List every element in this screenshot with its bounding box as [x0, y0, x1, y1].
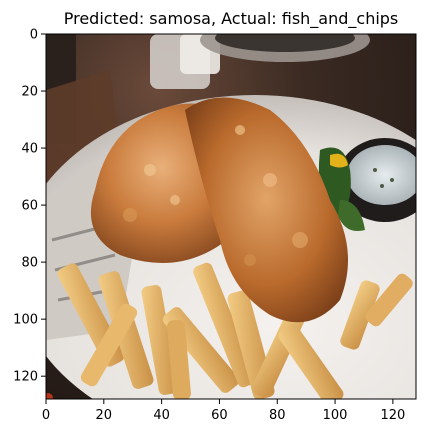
- figure-title: Predicted: samosa, Actual: fish_and_chip…: [64, 9, 399, 29]
- x-tick-label: 40: [153, 408, 170, 423]
- y-tick-label: 20: [21, 85, 38, 100]
- y-tick-label: 80: [21, 256, 38, 271]
- y-tick-label: 100: [13, 313, 38, 328]
- y-axis-ticks: 0 20 40 60 80 100 120: [13, 28, 46, 385]
- x-tick-label: 20: [96, 408, 113, 423]
- food-photo: [15, 18, 425, 435]
- x-tick-label: 100: [323, 408, 348, 423]
- y-tick-label: 40: [21, 142, 38, 157]
- x-tick-label: 0: [42, 408, 50, 423]
- y-tick-label: 0: [30, 28, 38, 43]
- x-tick-label: 120: [380, 408, 405, 423]
- x-tick-label: 60: [211, 408, 228, 423]
- x-tick-label: 80: [269, 408, 286, 423]
- y-tick-label: 60: [21, 199, 38, 214]
- y-tick-label: 120: [13, 370, 38, 385]
- x-axis-ticks: 0 20 40 60 80 100 120: [42, 399, 405, 423]
